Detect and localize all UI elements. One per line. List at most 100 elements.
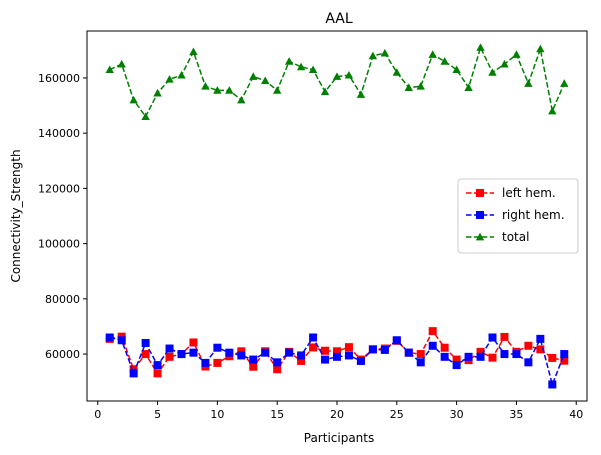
data-point: [428, 327, 437, 336]
data-point: [440, 57, 449, 65]
series-line: [109, 45, 565, 119]
x-tick-label: 25: [390, 408, 404, 421]
data-point: [129, 95, 138, 104]
legend-marker: [476, 189, 484, 197]
chart-title: AAL: [325, 11, 353, 27]
data-point: [189, 338, 198, 347]
data-point: [285, 348, 294, 357]
data-point: [165, 344, 174, 353]
data-point: [296, 62, 306, 71]
data-point: [321, 346, 330, 355]
data-point: [153, 369, 162, 378]
data-point: [512, 50, 521, 58]
legend-label: left hem.: [502, 186, 556, 200]
y-tick-label: 140000: [38, 127, 80, 140]
data-point: [548, 380, 557, 389]
data-point: [488, 353, 497, 362]
legend-item: right hem.: [466, 208, 565, 222]
data-point: [249, 72, 258, 80]
data-point: [344, 70, 354, 79]
y-axis-label: Connectivity_Strength: [9, 149, 23, 282]
data-point: [560, 350, 569, 359]
data-point: [284, 57, 294, 65]
data-point: [297, 351, 306, 360]
data-point: [117, 59, 126, 68]
x-tick-label: 20: [330, 408, 344, 421]
data-point: [189, 47, 198, 56]
data-point: [464, 83, 473, 91]
series-layer: [105, 43, 569, 389]
data-point: [344, 343, 353, 352]
data-point: [524, 79, 533, 87]
data-point: [548, 106, 557, 115]
x-tick-label: 30: [450, 408, 464, 421]
y-axis: 60000 80000 100000 120000 140000 160000: [38, 72, 87, 361]
data-point: [309, 343, 318, 352]
x-axis: 0 5 10 15 20 25 30 35 40: [94, 401, 583, 421]
data-point: [333, 347, 341, 356]
data-point: [416, 82, 425, 90]
data-point: [404, 348, 413, 357]
x-tick-label: 15: [270, 408, 284, 421]
data-point: [165, 75, 174, 83]
data-point: [273, 358, 282, 367]
data-point: [512, 350, 521, 359]
data-point: [500, 350, 509, 359]
x-tick-label: 0: [94, 408, 101, 421]
data-point: [380, 345, 389, 354]
data-point: [452, 361, 461, 370]
data-point: [548, 353, 557, 362]
y-tick-label: 60000: [45, 348, 80, 361]
data-point: [536, 345, 545, 354]
legend-label: total: [502, 230, 529, 244]
data-point: [560, 79, 569, 87]
data-point: [249, 355, 258, 364]
data-point: [440, 352, 449, 361]
data-point: [201, 358, 210, 367]
data-point: [368, 51, 378, 60]
data-point: [177, 350, 186, 359]
data-point: [536, 334, 545, 343]
data-point: [189, 348, 198, 357]
data-point: [488, 68, 497, 76]
y-tick-label: 160000: [38, 72, 80, 85]
series-right-hem: [105, 333, 569, 389]
data-point: [105, 333, 114, 342]
data-point: [416, 350, 425, 359]
data-point: [428, 50, 437, 58]
data-point: [141, 112, 150, 120]
x-axis-label: Participants: [304, 431, 375, 445]
x-tick-label: 35: [509, 408, 523, 421]
data-point: [344, 351, 353, 360]
data-point: [213, 86, 222, 94]
data-point: [153, 361, 162, 370]
legend-box: [457, 178, 579, 254]
legend-label: right hem.: [502, 208, 565, 222]
data-point: [392, 336, 401, 345]
data-point: [452, 355, 461, 364]
series-total: [105, 43, 569, 120]
data-point: [237, 347, 246, 356]
legend-marker: [476, 211, 484, 219]
data-point: [249, 362, 258, 371]
data-point: [261, 348, 270, 357]
data-point: [500, 332, 509, 341]
data-point: [105, 65, 114, 74]
data-point: [476, 352, 485, 361]
data-point: [297, 356, 306, 365]
data-point: [356, 356, 365, 365]
data-point: [213, 343, 222, 352]
data-point: [332, 72, 342, 80]
data-point: [309, 333, 318, 342]
data-point: [273, 365, 282, 374]
data-point: [165, 352, 174, 361]
data-point: [141, 339, 150, 348]
y-tick-label: 80000: [45, 293, 80, 306]
data-point: [500, 59, 509, 68]
data-point: [368, 345, 377, 354]
data-point: [177, 70, 186, 79]
legend: left hem. right hem. total: [457, 178, 579, 254]
data-point: [129, 365, 138, 374]
data-point: [308, 65, 318, 74]
